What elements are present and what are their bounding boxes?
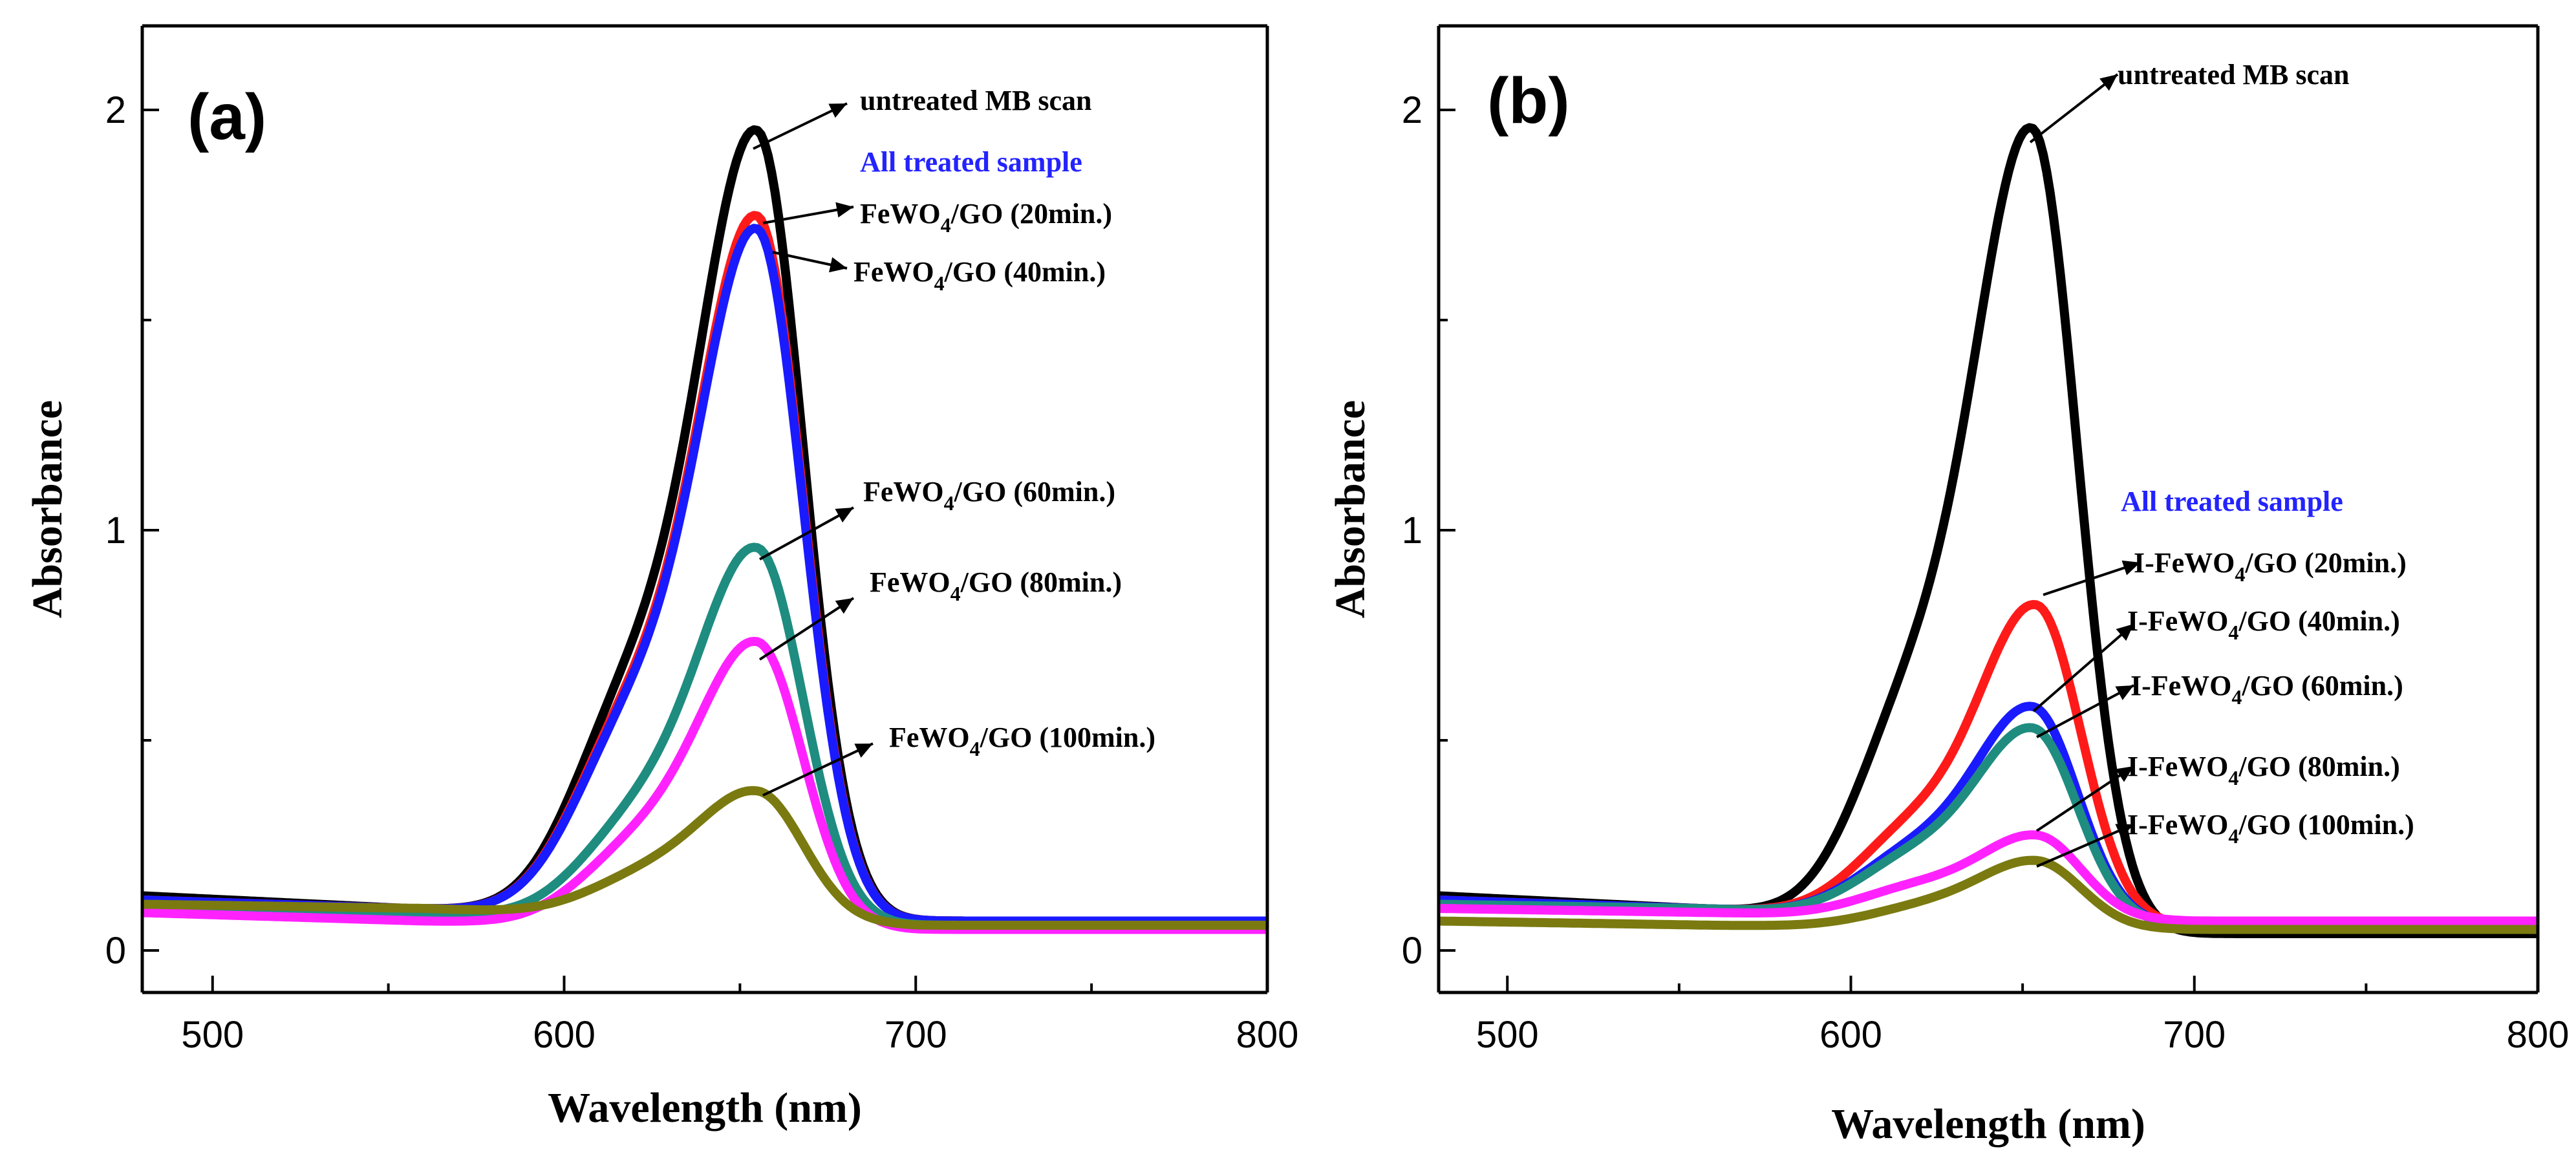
y-axis-title: Absorbance [1327,400,1374,618]
annotation-label: FeWO4/GO (40min.) [853,256,1106,295]
x-tick-label: 500 [181,1014,244,1056]
annotation-arrow [758,597,855,661]
annotation-label: FeWO4/GO (80min.) [870,566,1122,605]
annotation-label: All treated sample [860,146,1082,178]
series-group [1439,123,2538,938]
y-tick-label: 0 [1402,930,1422,972]
x-tick-label: 800 [2507,1014,2570,1056]
y-tick-label: 2 [1402,89,1422,131]
y-tick-label: 2 [105,89,126,131]
arrow-head [829,257,847,273]
annotation-label: I-FeWO4/GO (40min.) [2127,605,2400,644]
series-line-6 [1439,855,2538,934]
series-line-5 [142,636,1267,934]
y-tick-label: 1 [1402,509,1422,552]
annotation-arrow [2029,73,2119,144]
annotation-label: untreated MB scan [860,85,1092,116]
chart-panel-a: 500 600 700 800 0 1 2 Wavelength (nm) Absorbance… [24,24,1299,1131]
arrow-head [835,598,853,614]
arrow-head [854,744,873,758]
annotation-arrow [762,742,874,797]
annotation-label: I-FeWO4/GO (20min.) [2134,547,2407,586]
arrow-head [2115,766,2134,782]
arrow-head [835,508,853,523]
annotation-label: I-FeWO4/GO (60min.) [2131,670,2403,709]
series-line-5 [1439,830,2538,926]
x-axis-title: Wavelength (nm) [548,1084,862,1131]
panel-label: (a) [188,81,266,153]
panel-label: (b) [1487,65,1570,137]
series-line-6 [142,786,1267,930]
arrow-head [2099,74,2118,91]
annotation-arrow [2036,823,2134,868]
y-tick-label: 1 [105,509,126,552]
annotation-label: FeWO4/GO (60min.) [863,476,1115,515]
arrow-head [2116,624,2134,641]
x-tick-label: 600 [1819,1014,1882,1056]
y-axis-title: Absorbance [24,400,71,618]
arrow-head [2121,560,2140,575]
arrow-head [2115,685,2134,700]
series-group [142,125,1267,934]
x-axis-title: Wavelength (nm) [1831,1100,2145,1148]
annotation-arrow [2035,765,2135,832]
arrow-head [835,202,853,218]
x-tick-label: 700 [885,1014,947,1056]
annotation-label: I-FeWO4/GO (80min.) [2127,751,2400,789]
y-tick-label: 0 [105,930,126,972]
annotation-arrow [2032,623,2135,713]
annotation-label: FeWO4/GO (20min.) [860,198,1112,237]
chart-panel-b: 500 600 700 800 0 1 2 Wavelength (nm) Absorbance… [1327,24,2570,1148]
arrow-head [828,103,847,118]
annotation-arrow [753,102,848,150]
annotation-arrow [2036,684,2134,738]
annotation-label: untreated MB scan [2118,59,2350,91]
annotation-arrow [759,506,854,561]
arrow-head [2115,824,2134,839]
annotation-label: I-FeWO4/GO (100min.) [2127,809,2414,848]
x-tick-label: 700 [2163,1014,2226,1056]
x-tick-label: 500 [1476,1014,1539,1056]
annotation-label: FeWO4/GO (100min.) [889,722,1155,760]
series-line-1 [142,125,1267,926]
x-tick-label: 800 [1236,1014,1299,1056]
x-tick-label: 600 [533,1014,596,1056]
annotation-arrow [2043,561,2141,596]
annotation-label: All treated sample [2121,486,2343,517]
